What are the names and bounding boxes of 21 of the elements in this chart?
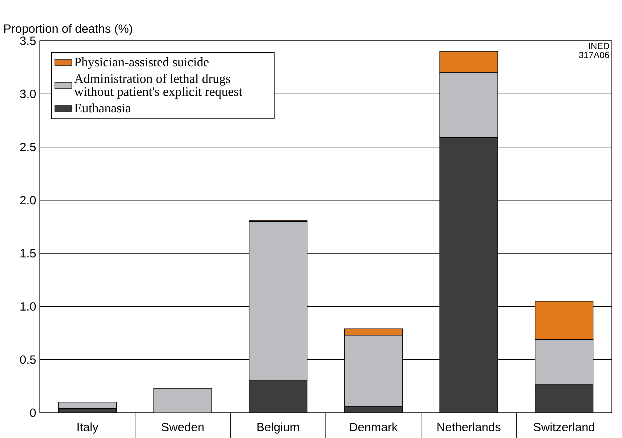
x-tick-label: Italy xyxy=(78,422,99,434)
bar xyxy=(58,402,117,409)
y-tick-label: 2.5 xyxy=(20,142,36,152)
y-axis-title: Proportion of deaths (%) xyxy=(4,24,132,36)
annotation: INED xyxy=(589,43,610,50)
legend-label: Physician-assisted suicide xyxy=(74,57,209,70)
y-tick-label: 2.0 xyxy=(20,196,36,205)
legend-label: Administration of lethal drugs without patient's explicit request xyxy=(74,74,243,99)
y-tick-label: 3.5 xyxy=(20,36,36,46)
x-tick-label: Switzerland xyxy=(534,422,594,432)
x-tick-label: Belgium xyxy=(258,422,300,434)
y-tick-label: 3.0 xyxy=(20,90,36,98)
y-tick-label: 0.5 xyxy=(20,355,36,364)
legend-label: Euthanasia xyxy=(74,103,132,113)
x-tick-label: Sweden xyxy=(162,422,204,432)
x-tick-label: Denmark xyxy=(350,422,398,432)
annotation: 317A06 xyxy=(579,52,610,58)
y-tick-label: 0 xyxy=(30,408,36,418)
x-tick-label: Netherlands xyxy=(438,422,501,432)
y-tick-label: 1.0 xyxy=(20,302,36,311)
y-tick-label: 1.5 xyxy=(20,249,36,258)
